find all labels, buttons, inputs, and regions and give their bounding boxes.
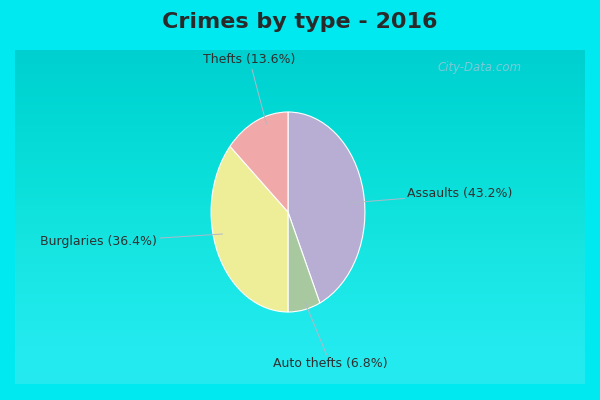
Wedge shape [288, 112, 365, 303]
Wedge shape [288, 212, 320, 312]
Wedge shape [211, 146, 288, 312]
Text: Auto thefts (6.8%): Auto thefts (6.8%) [273, 302, 388, 370]
Text: Assaults (43.2%): Assaults (43.2%) [348, 188, 512, 203]
Text: Thefts (13.6%): Thefts (13.6%) [203, 54, 296, 124]
Text: Crimes by type - 2016: Crimes by type - 2016 [162, 12, 438, 32]
Text: City-Data.com: City-Data.com [438, 62, 522, 74]
Wedge shape [230, 112, 288, 212]
Text: Burglaries (36.4%): Burglaries (36.4%) [40, 234, 223, 248]
